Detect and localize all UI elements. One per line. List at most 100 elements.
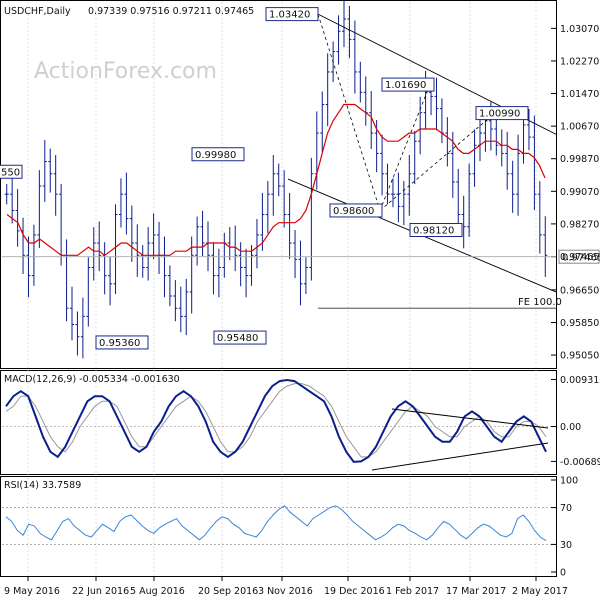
candle-51	[282, 170, 287, 228]
candle-7	[42, 139, 47, 202]
candle-12	[70, 286, 74, 341]
price-tick-label-6: 0.98270	[560, 219, 599, 230]
left-cut-box	[0, 164, 23, 179]
candle-36	[200, 210, 205, 257]
candle-63	[347, 5, 352, 59]
candle-61	[336, 15, 341, 65]
candle-82	[450, 131, 455, 198]
candle-73	[401, 181, 406, 226]
candle-18	[102, 242, 107, 295]
candle-0	[4, 183, 9, 205]
rsi-tick-label-2: 30	[560, 540, 572, 551]
macd-lines	[2, 378, 556, 471]
macd-tick-label-1: 0.00	[560, 422, 581, 433]
candle-10	[59, 183, 64, 266]
candle-28	[157, 221, 162, 275]
price-label-text-8: 0.97465	[562, 252, 600, 263]
price-label-box-0	[265, 7, 319, 22]
rsi-axis-ticks: 100 70 30 0	[2, 476, 578, 579]
price-label-2: 1.00990	[475, 106, 529, 121]
date-tick-label-8: 2 May 2017	[512, 586, 568, 597]
candle-93	[510, 160, 515, 213]
candle-45	[249, 245, 254, 286]
price-label-box-5	[409, 223, 463, 238]
candle-90	[494, 118, 499, 156]
price-tick-label-10: 0.95050	[560, 351, 599, 362]
price-label-box-4	[329, 203, 383, 218]
date-tick-label-2: 5 Aug 2016	[130, 586, 185, 597]
candle-29	[162, 236, 167, 298]
price-tick-label-7: 0.97465	[560, 252, 599, 263]
candle-34	[189, 236, 194, 314]
dashed-leg-3	[379, 112, 496, 211]
price-label-text-3: 0.99980	[195, 150, 236, 161]
candle-14	[80, 297, 85, 359]
candle-55	[303, 257, 308, 294]
rsi-tick-label-3: 0	[560, 568, 566, 579]
candle-38	[211, 242, 216, 295]
candle-80	[439, 98, 444, 144]
dashed-leg-2	[379, 84, 431, 211]
macd-main-line	[5, 378, 547, 463]
candle-76	[418, 96, 423, 155]
candle-96	[526, 109, 531, 151]
price-label-text-1: 1.01690	[385, 80, 426, 91]
rsi-header: RSI(14) 33.7589	[4, 480, 81, 491]
candle-91	[499, 129, 504, 167]
date-tick-label-3: 20 Sep 2016	[198, 586, 258, 597]
dashed-leg-1	[317, 13, 381, 211]
candle-69	[380, 134, 385, 196]
candle-30	[167, 265, 172, 307]
candle-95	[521, 114, 526, 164]
candle-9	[53, 155, 58, 216]
price-label-text-6: 0.95360	[99, 338, 140, 349]
rsi-panel-frame	[0, 476, 557, 577]
rsi-tick-label-0: 100	[560, 476, 578, 487]
candle-71	[390, 178, 395, 208]
price-label-7: 0.95480	[213, 330, 267, 345]
date-tick-label-0: 9 May 2016	[4, 586, 60, 597]
price-tick-label-8: 0.96650	[560, 285, 599, 296]
candle-85	[467, 163, 472, 237]
price-candles	[4, 0, 548, 359]
left-cut-text: 550	[1, 167, 20, 178]
date-tick-label-4: 3 Nov 2016	[258, 586, 313, 597]
candle-59	[325, 53, 330, 127]
candle-54	[298, 240, 303, 306]
candle-79	[434, 77, 439, 131]
date-tick-label-7: 17 Mar 2017	[446, 586, 506, 597]
price-label-box-1	[381, 77, 435, 92]
price-axis-ticks: 1.03070 1.02270 1.01470 1.00670 0.99870 0.990…	[2, 24, 599, 362]
candle-65	[358, 61, 363, 103]
candle-98	[537, 181, 542, 254]
price-labels: 1.03420 1.01690 1.00990 0.99980 0.98600 0.981…	[0, 7, 600, 350]
candle-81	[445, 117, 450, 167]
macd-tick-label-0: 0.009318	[560, 375, 600, 386]
candle-62	[342, 0, 346, 48]
price-label-text-2: 1.00990	[479, 109, 520, 120]
candle-40	[222, 232, 227, 278]
candle-1	[10, 178, 15, 224]
candle-25	[140, 245, 145, 278]
candle-20	[113, 204, 118, 294]
candle-97	[532, 115, 537, 211]
candle-44	[244, 248, 249, 298]
candle-26	[146, 227, 151, 281]
price-tick-label-3: 1.00670	[560, 122, 599, 133]
candle-94	[516, 134, 521, 216]
price-label-0: 1.03420	[265, 7, 319, 22]
candle-58	[320, 91, 325, 152]
macd-header: MACD(12,26,9) -0.005334 -0.001630	[4, 374, 180, 385]
candle-46	[254, 219, 259, 269]
price-tick-label-0: 1.03070	[560, 24, 599, 35]
grid-lines	[27, 2, 537, 575]
candle-72	[396, 172, 401, 223]
candle-11	[64, 239, 69, 322]
macd-panel-frame	[0, 370, 557, 475]
price-panel-frame	[0, 0, 557, 369]
price-label-box-3	[191, 147, 245, 162]
candle-83	[456, 168, 461, 234]
date-tick-label-6: 1 Feb 2017	[386, 586, 439, 597]
candle-19	[108, 256, 113, 306]
